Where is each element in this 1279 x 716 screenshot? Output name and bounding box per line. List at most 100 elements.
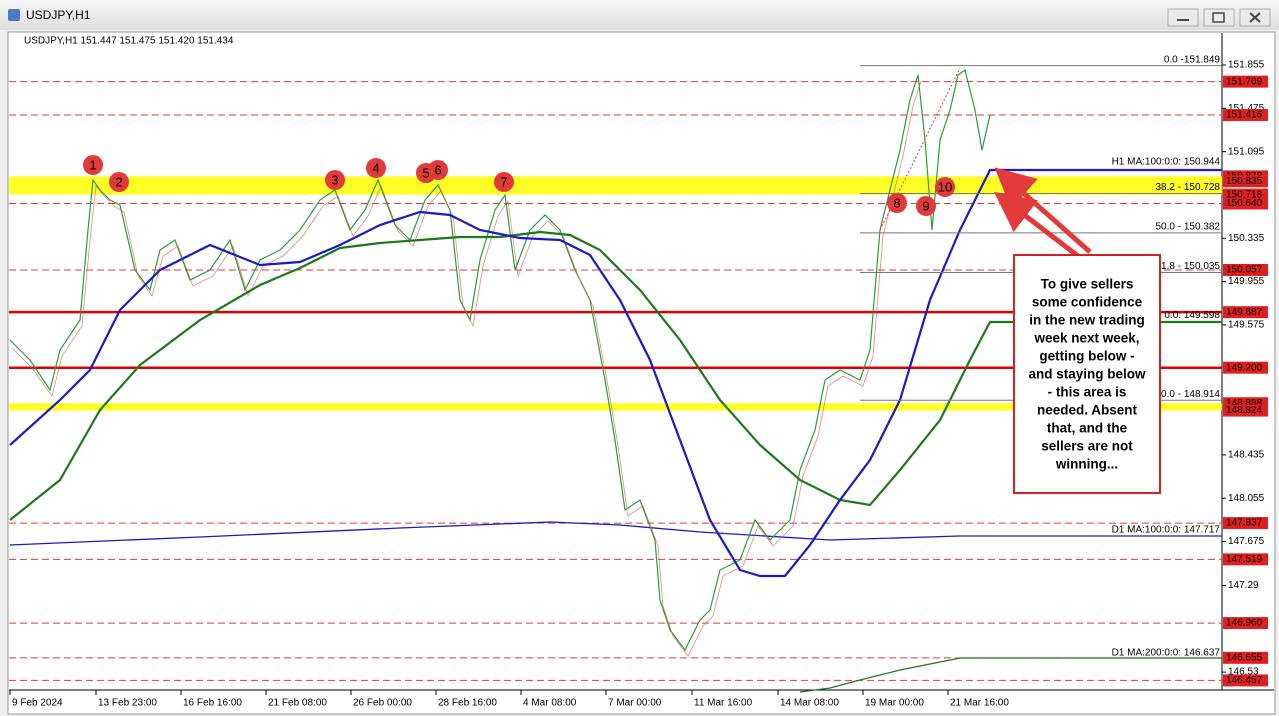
price-tick-label: 150.335: [1228, 233, 1265, 244]
price-tick-label: 149.575: [1228, 320, 1265, 331]
window-icon: [8, 9, 20, 21]
level-tag: [1223, 651, 1268, 664]
marker-circle: [428, 160, 448, 180]
time-label: 26 Feb 00:00: [353, 698, 412, 709]
annotation-line: To give sellers: [1041, 277, 1134, 292]
marker-label: 6: [434, 162, 441, 177]
marker-label: 4: [372, 160, 379, 175]
level-label: 148.824: [1226, 405, 1263, 416]
marker-label: 5: [422, 165, 429, 180]
annotation-line: winning...: [1055, 457, 1118, 472]
price-tick-label: 151.095: [1228, 146, 1265, 157]
marker-circle: [494, 172, 514, 192]
d1-ma100-line: [9, 521, 1222, 546]
marker-label: 1: [89, 157, 96, 172]
marker-label: 10: [938, 179, 952, 194]
price-tick-label: 147.675: [1228, 536, 1265, 547]
time-label: 21 Mar 16:00: [950, 698, 1009, 709]
marker-label: 3: [331, 172, 338, 187]
yellow-zone: [9, 176, 1222, 195]
level-tag: [1223, 306, 1268, 319]
maximize-button[interactable]: [1203, 8, 1235, 27]
fib-label: 61.8 - 150.035: [1156, 261, 1221, 272]
h1-ma100-line: [9, 168, 1222, 578]
marker-label: 2: [115, 174, 122, 189]
time-label: 11 Mar 16:00: [694, 698, 753, 709]
time-label: 9 Feb 2024: [12, 698, 63, 709]
annotation-line: sellers are not: [1041, 439, 1133, 454]
marker-circle: [366, 158, 386, 178]
level-label: 149.687: [1226, 307, 1263, 318]
level-label: 151.709: [1226, 76, 1263, 87]
level-tag: [1223, 617, 1268, 630]
price-line: [9, 68, 991, 652]
marker-circle: [887, 193, 907, 213]
level-tag: [1223, 197, 1268, 210]
level-label: 150.640: [1226, 198, 1263, 209]
time-label: 16 Feb 16:00: [183, 698, 242, 709]
annotation-line: that, and the: [1047, 421, 1128, 436]
level-label: 149.200: [1226, 362, 1263, 373]
level-label: 146.655: [1226, 652, 1263, 663]
level-label: 146.457: [1226, 675, 1263, 686]
level-tag: [1223, 674, 1268, 687]
annotation-line: getting below -: [1039, 349, 1134, 364]
price-tick-label: 146.53: [1228, 667, 1259, 678]
time-label: 14 Mar 08:00: [780, 698, 839, 709]
annotation-line: needed. Absent: [1037, 403, 1138, 418]
level-label: 151.416: [1226, 110, 1263, 121]
annotation-line: - this area is: [1048, 385, 1127, 400]
annotation-line: some confidence: [1032, 295, 1143, 310]
annotation-box: [1013, 254, 1161, 494]
time-label: 4 Mar 08:00: [523, 698, 577, 709]
minimize-button[interactable]: [1167, 8, 1199, 27]
yellow-zone: [9, 403, 1222, 411]
level-tag: [1223, 175, 1268, 188]
level-label: 150.835: [1226, 176, 1263, 187]
arrow: [994, 191, 1080, 258]
time-label: 13 Feb 23:00: [98, 698, 157, 709]
fib-label: 50.0 - 150.382: [1156, 222, 1221, 233]
price-line-shade: [11, 80, 922, 657]
fib-label: 38.2 - 150.728: [1156, 182, 1221, 193]
price-tick-label: 148.435: [1228, 450, 1265, 461]
time-label: 19 Mar 00:00: [865, 698, 924, 709]
fib-label: 0.0 -151.849: [1164, 54, 1221, 65]
ma-label: H1 MA:100:0:0: 150.944: [1112, 156, 1221, 167]
marker-label: 9: [922, 198, 929, 213]
marker-circle: [325, 170, 345, 190]
d1-ma200-line: [799, 657, 1222, 693]
ma-label: D1 MA:200:0:0: 146.637: [1112, 648, 1221, 659]
marker-label: 7: [500, 174, 507, 189]
level-tag: [1223, 517, 1268, 530]
ma-label: D1 MA:100:0:0: 147.717: [1112, 524, 1221, 535]
price-tick-label: 149.955: [1228, 276, 1265, 287]
level-label: 147.519: [1226, 554, 1263, 565]
fib-label: 100.0 - 148.914: [1150, 389, 1220, 400]
marker-circle: [916, 196, 936, 216]
title-bar: [0, 0, 1279, 30]
price-tick-label: 151.475: [1228, 103, 1265, 114]
level-tag: [1223, 553, 1268, 566]
marker-circle: [83, 155, 103, 175]
level-label: 146.960: [1226, 618, 1263, 629]
level-label: 148.888: [1226, 398, 1263, 409]
level-label: 150.718: [1226, 189, 1263, 200]
price-tick-label: 147.29: [1228, 580, 1259, 591]
level-label: 150.057: [1226, 265, 1263, 276]
chart-header: USDJPY,H1 151.447 151.475 151.420 151.43…: [24, 36, 234, 47]
marker-circle: [109, 172, 129, 192]
time-label: 28 Feb 16:00: [438, 698, 497, 709]
time-label: 21 Feb 08:00: [268, 698, 327, 709]
level-tag: [1223, 109, 1268, 122]
marker-circle: [935, 177, 955, 197]
price-tick-label: 148.055: [1228, 493, 1265, 504]
level-tag: [1223, 361, 1268, 374]
ma-label: 0:0: 149.598: [1164, 310, 1220, 321]
annotation-line: in the new trading: [1029, 313, 1145, 328]
level-tag: [1223, 263, 1268, 276]
price-tick-label: 151.855: [1228, 60, 1265, 71]
level-label: 147.837: [1226, 518, 1263, 529]
